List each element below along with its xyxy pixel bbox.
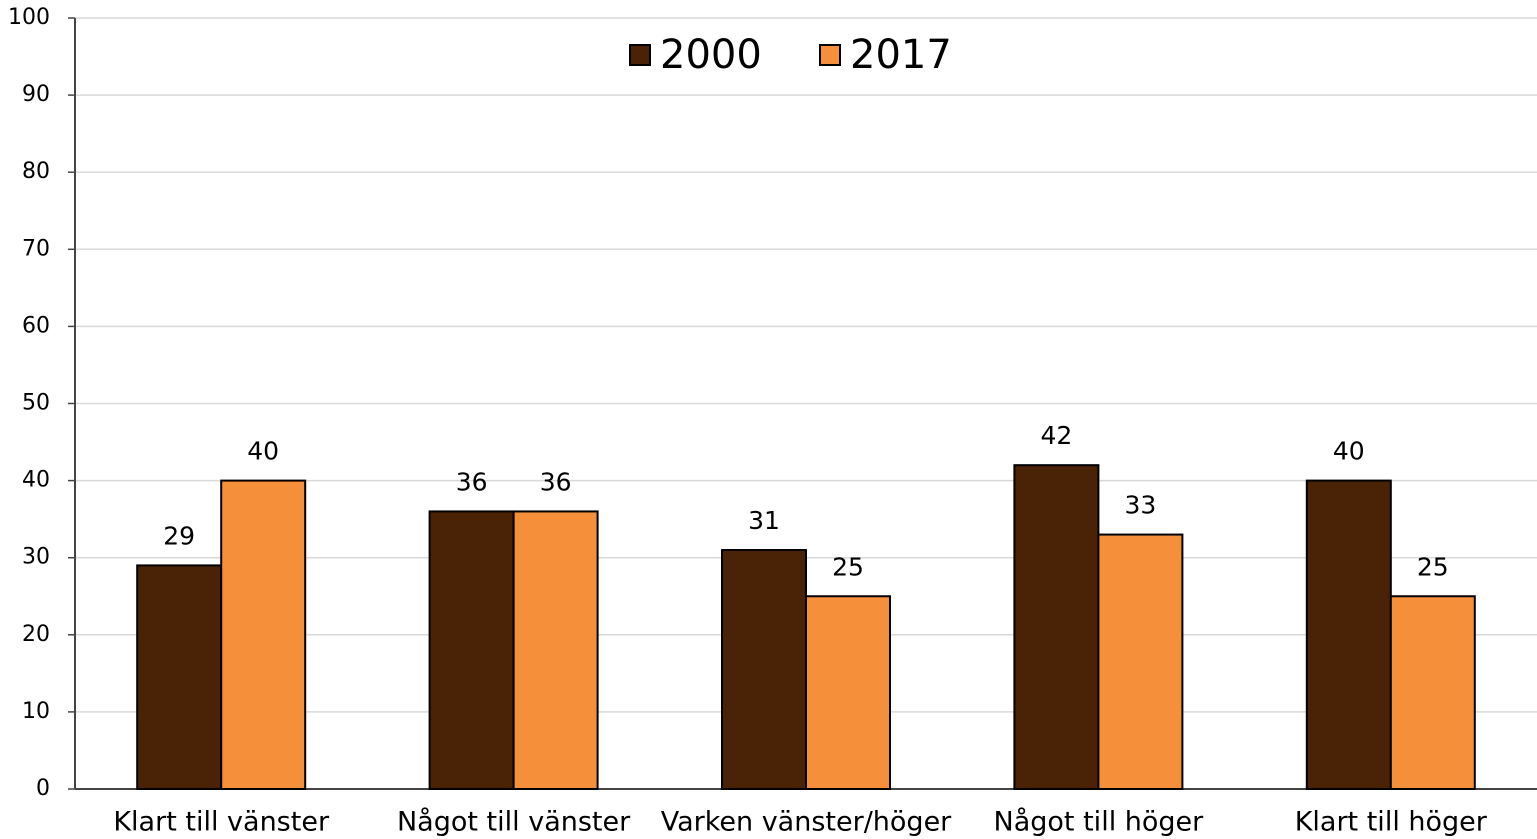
y-tick-label: 80 xyxy=(22,159,50,184)
y-tick-label: 10 xyxy=(22,699,50,724)
bar xyxy=(721,548,807,790)
value-label: 40 xyxy=(1333,437,1365,466)
y-tick-label: 60 xyxy=(22,313,50,338)
bar xyxy=(428,510,515,790)
legend-swatch xyxy=(819,44,841,66)
bar xyxy=(805,595,891,790)
bar xyxy=(1097,533,1184,790)
value-label: 31 xyxy=(748,506,780,535)
x-tick-label: Något till höger xyxy=(994,807,1205,838)
legend-label: 2000 xyxy=(660,32,762,78)
bar xyxy=(220,479,307,790)
y-tick-label: 50 xyxy=(22,391,50,416)
y-tick-label: 40 xyxy=(22,468,50,493)
x-tick-label: Klart till vänster xyxy=(113,807,330,838)
value-label: 42 xyxy=(1040,421,1072,450)
y-tick-label: 20 xyxy=(22,622,50,647)
x-tick-label: Varken vänster/höger xyxy=(661,807,952,838)
x-tick-label: Något till vänster xyxy=(397,807,631,838)
legend-swatch xyxy=(629,44,651,66)
value-label: 36 xyxy=(456,467,488,496)
bar xyxy=(1389,595,1476,790)
bar xyxy=(512,510,599,790)
bar xyxy=(1013,464,1100,790)
y-tick-label: 90 xyxy=(22,82,50,107)
value-label: 29 xyxy=(163,521,195,550)
y-tick-label: 100 xyxy=(8,5,50,30)
y-tick-label: 0 xyxy=(36,776,50,801)
value-label: 25 xyxy=(1417,552,1449,581)
y-tick-label: 70 xyxy=(22,236,50,261)
value-label: 40 xyxy=(247,437,279,466)
y-tick-label: 30 xyxy=(22,545,50,570)
value-label: 36 xyxy=(540,467,572,496)
bar xyxy=(136,564,223,790)
x-tick-label: Klart till höger xyxy=(1295,807,1488,838)
value-label: 33 xyxy=(1124,491,1156,520)
value-label: 25 xyxy=(832,552,864,581)
bar xyxy=(1305,479,1392,790)
legend-label: 2017 xyxy=(850,32,952,78)
